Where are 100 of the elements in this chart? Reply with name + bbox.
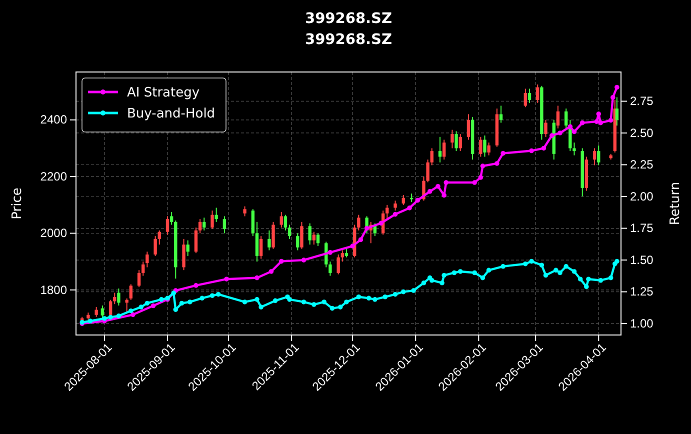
point [580, 120, 585, 126]
candlestick [280, 212, 283, 228]
candlestick [479, 136, 482, 158]
point [478, 175, 484, 180]
point [598, 120, 604, 126]
candlestick [259, 236, 263, 260]
point [541, 146, 546, 151]
candlestick [328, 261, 332, 276]
y2-tick-label: 2.25 [630, 158, 654, 172]
point [268, 269, 274, 274]
candlestick [113, 292, 116, 305]
candlestick [194, 227, 198, 254]
candlestick [528, 88, 532, 104]
candlestick [487, 142, 490, 156]
candlestick [556, 105, 560, 129]
y2-axis-title: Return [668, 182, 683, 226]
candlestick [544, 119, 548, 138]
point [364, 226, 370, 231]
point [472, 180, 477, 185]
y2-tick-label: 2.00 [630, 189, 654, 204]
y2-tick-label: 2.75 [630, 94, 654, 108]
candlestick [312, 231, 316, 246]
candlestick [426, 159, 430, 183]
legend-label: AI Strategy [127, 86, 200, 100]
y-tick-label: 2400 [40, 112, 68, 127]
candlestick [198, 218, 202, 234]
candlestick [288, 224, 292, 240]
candlestick [202, 217, 206, 231]
point [436, 184, 440, 189]
candlestick [272, 221, 275, 250]
point [558, 130, 562, 136]
candlestick [499, 105, 503, 124]
point [254, 275, 260, 280]
candlestick [243, 206, 246, 217]
chart-subtitle: 399268.SZ [305, 32, 392, 48]
point [614, 84, 620, 90]
candlestick [284, 214, 288, 231]
candlestick [100, 305, 104, 319]
candlestick [386, 204, 389, 220]
point [529, 148, 534, 154]
candlestick [442, 139, 446, 160]
chart-title: 399268.SZ [305, 11, 392, 27]
point [130, 312, 136, 318]
candlestick [430, 148, 434, 166]
y2-tick-label: 1.00 [630, 316, 654, 330]
point [407, 206, 412, 210]
y-tick-label: 2200 [40, 169, 68, 184]
candlestick [402, 194, 406, 206]
point [358, 237, 364, 242]
point [301, 258, 306, 262]
point [594, 119, 599, 124]
candlestick [142, 261, 145, 276]
candlestick [357, 214, 360, 231]
point [596, 112, 602, 116]
y-tick-label: 1800 [40, 282, 68, 297]
legend-label: Buy-and-Hold [127, 106, 216, 122]
point [224, 276, 229, 282]
candlestick [458, 134, 462, 152]
point [150, 303, 156, 308]
candlestick [137, 270, 141, 288]
candlestick [308, 222, 312, 246]
candlestick [125, 298, 128, 314]
y-axis-title: Price [10, 188, 25, 220]
candlestick [438, 136, 442, 163]
point [608, 118, 614, 123]
candlestick [592, 148, 596, 166]
candlestick [597, 144, 600, 166]
candlestick [450, 129, 454, 149]
candlestick [466, 114, 470, 140]
candlestick [300, 221, 304, 250]
candlestick [146, 251, 149, 268]
candlestick [154, 236, 157, 256]
candlestick [210, 210, 214, 230]
point [500, 150, 506, 156]
candlestick [251, 208, 255, 237]
candlestick [615, 96, 619, 126]
candlestick [186, 240, 190, 256]
candlestick [158, 230, 161, 246]
candlestick [536, 84, 540, 104]
point [480, 164, 486, 168]
candlestick [94, 306, 98, 318]
candlestick [268, 230, 271, 251]
y2-tick-label: 2.50 [630, 126, 654, 140]
point [610, 95, 616, 100]
point [194, 283, 198, 288]
candlestick [255, 221, 259, 262]
point [415, 198, 420, 203]
y2-tick-label: 1.75 [630, 221, 654, 236]
candlestick [182, 238, 186, 271]
candlestick [564, 108, 568, 129]
candlestick [483, 134, 486, 158]
candlestick [222, 216, 226, 234]
candlestick [316, 232, 320, 247]
y2-tick-label: 1.25 [630, 284, 654, 299]
point [392, 212, 398, 217]
candlestick [296, 232, 300, 251]
point [572, 129, 577, 134]
candlestick [336, 254, 340, 275]
candlestick [524, 88, 528, 108]
candlestick [117, 288, 120, 306]
